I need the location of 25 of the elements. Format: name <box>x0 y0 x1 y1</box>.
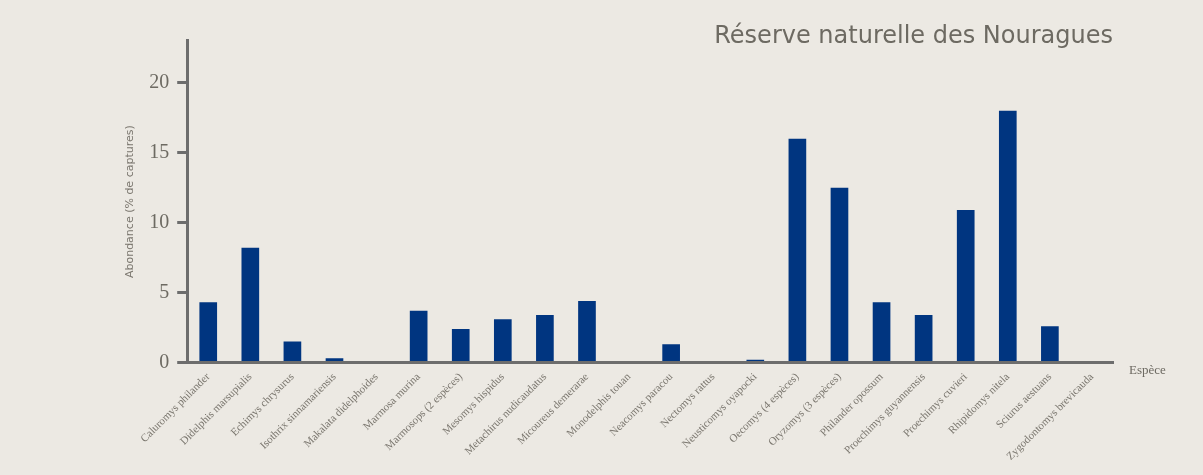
y-tick-label: 20 <box>149 70 170 93</box>
bar <box>283 341 302 361</box>
bar <box>578 300 596 361</box>
chart-title: Réserve naturelle des Nouragues <box>714 20 1113 49</box>
bar <box>956 210 975 361</box>
bar <box>409 310 428 361</box>
x-axis-title: Espèce <box>1129 361 1167 377</box>
bar <box>662 344 680 361</box>
bar <box>199 302 218 361</box>
bar <box>1041 326 1059 361</box>
bar <box>788 138 807 361</box>
y-tick-label: 0 <box>159 349 170 372</box>
bar <box>451 328 470 361</box>
bar <box>241 247 260 361</box>
bar <box>872 302 891 361</box>
y-tick-label: 10 <box>149 209 170 232</box>
bar <box>998 110 1017 361</box>
bar <box>493 319 512 361</box>
bar <box>914 314 933 361</box>
y-tick-label: 5 <box>159 279 170 302</box>
y-axis-title: Abondance (% de captures) <box>123 125 137 279</box>
bar <box>830 187 849 361</box>
bar <box>536 314 554 361</box>
y-tick-label: 15 <box>149 139 170 162</box>
bar <box>325 358 344 361</box>
